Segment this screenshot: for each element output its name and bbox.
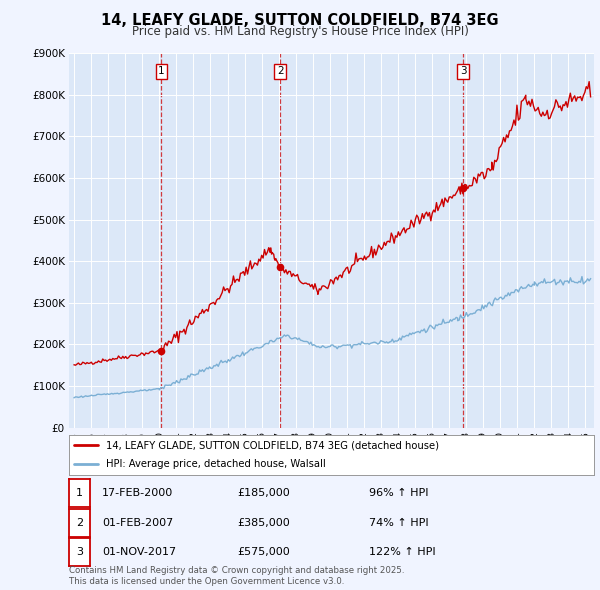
Text: 2: 2: [277, 66, 283, 76]
Text: 1: 1: [76, 489, 83, 498]
Text: 14, LEAFY GLADE, SUTTON COLDFIELD, B74 3EG: 14, LEAFY GLADE, SUTTON COLDFIELD, B74 3…: [101, 13, 499, 28]
Text: 17-FEB-2000: 17-FEB-2000: [102, 489, 173, 498]
Text: £575,000: £575,000: [237, 548, 290, 557]
Text: 3: 3: [76, 548, 83, 557]
Text: HPI: Average price, detached house, Walsall: HPI: Average price, detached house, Wals…: [106, 458, 325, 468]
Text: 2: 2: [76, 518, 83, 527]
Text: 3: 3: [460, 66, 467, 76]
Text: 96% ↑ HPI: 96% ↑ HPI: [369, 489, 428, 498]
Text: 74% ↑ HPI: 74% ↑ HPI: [369, 518, 428, 527]
Text: £385,000: £385,000: [237, 518, 290, 527]
Text: £185,000: £185,000: [237, 489, 290, 498]
Text: 01-FEB-2007: 01-FEB-2007: [102, 518, 173, 527]
Text: Contains HM Land Registry data © Crown copyright and database right 2025.
This d: Contains HM Land Registry data © Crown c…: [69, 566, 404, 586]
Text: 1: 1: [158, 66, 165, 76]
Text: 01-NOV-2017: 01-NOV-2017: [102, 548, 176, 557]
Text: 14, LEAFY GLADE, SUTTON COLDFIELD, B74 3EG (detached house): 14, LEAFY GLADE, SUTTON COLDFIELD, B74 3…: [106, 440, 439, 450]
Text: 122% ↑ HPI: 122% ↑ HPI: [369, 548, 436, 557]
Text: Price paid vs. HM Land Registry's House Price Index (HPI): Price paid vs. HM Land Registry's House …: [131, 25, 469, 38]
